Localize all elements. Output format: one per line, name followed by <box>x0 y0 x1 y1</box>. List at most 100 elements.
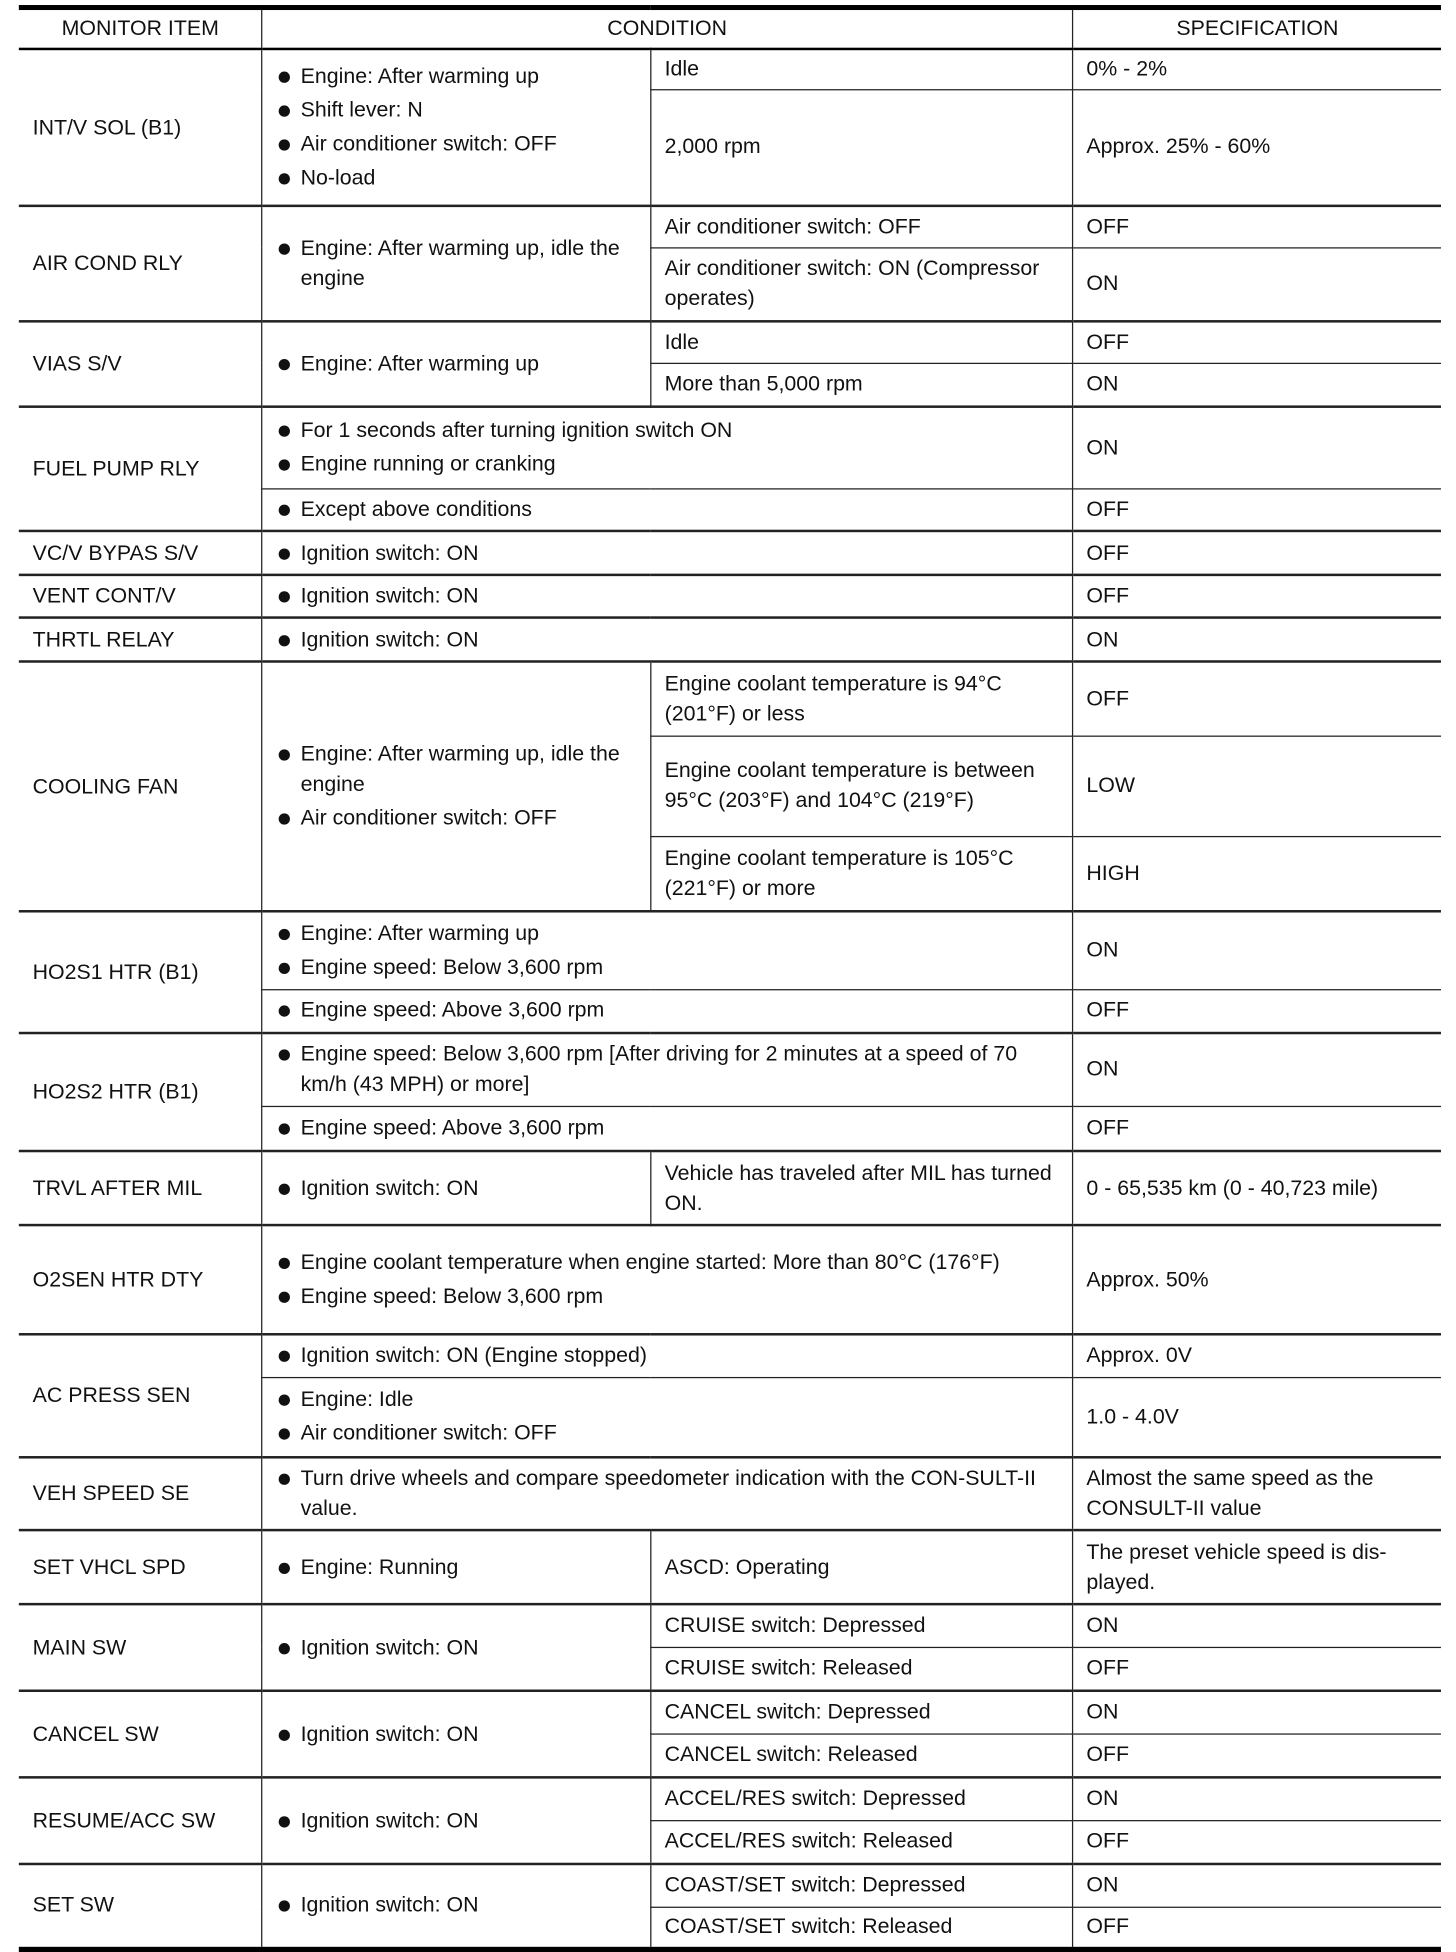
condition-bullet: Engine running or cranking <box>276 450 1059 480</box>
table-row: Engine speed: Above 3,600 rpm OFF <box>19 1105 1441 1152</box>
specification-value: OFF <box>1071 487 1441 532</box>
condition-cell: Engine coolant temperature when engine s… <box>260 1223 1073 1335</box>
table-row: COOLING FAN Engine: After warming up, idl… <box>18 660 1441 912</box>
condition-cell: Ignition switch: ON <box>260 1602 651 1692</box>
condition-bullet: Engine speed: Above 3,600 rpm <box>276 1113 1059 1143</box>
table-row: Engine coolant temperature is between 95… <box>19 734 1441 837</box>
condition-list: Ignition switch: ON <box>276 1719 637 1749</box>
condition-cell: Turn drive wheels and compare speedomete… <box>260 1456 1073 1531</box>
specification-value: OFF <box>1071 204 1441 248</box>
condition-bullet: Engine: Running <box>276 1552 637 1582</box>
monitor-item: VEH SPEED SE <box>18 1456 262 1531</box>
table-row: HO2S1 HTR (B1) Engine: After warming up En… <box>18 910 1441 1034</box>
monitor-item: AC PRESS SEN <box>18 1333 262 1458</box>
monitor-item: HO2S1 HTR (B1) <box>18 910 262 1034</box>
condition-cell: Engine: After warming up, idle the engin… <box>260 660 651 912</box>
monitor-item: INT/V SOL (B1) <box>18 47 262 207</box>
condition-cell: Engine: Idle Air conditioner switch: OFF <box>261 1376 1073 1458</box>
specification-value: ON <box>1071 1776 1441 1821</box>
monitor-item: SET VHCL SPD <box>18 1528 262 1605</box>
sub-condition: Idle <box>649 320 1073 364</box>
sub-condition: Engine coolant temperature is between 95… <box>650 734 1073 837</box>
header-specification: SPECIFICATION <box>1071 6 1441 51</box>
condition-list: Engine speed: Below 3,600 rpm [After dri… <box>276 1040 1059 1100</box>
specification-value: OFF <box>1071 1819 1441 1865</box>
monitor-item: THRTL RELAY <box>18 616 262 663</box>
condition-bullet: Ignition switch: ON <box>276 1632 637 1662</box>
monitor-item: CANCEL SW <box>18 1689 262 1778</box>
condition-bullet: Engine: After warming up, idle the engin… <box>276 233 637 293</box>
table-row: O2SEN HTR DTY Engine coolant temperature … <box>18 1223 1441 1335</box>
table-row: CANCEL SW Ignition switch: ON CANCEL switc… <box>18 1689 1441 1778</box>
condition-cell: Engine speed: Above 3,600 rpm <box>261 988 1073 1034</box>
table-row: CANCEL switch: Released OFF <box>19 1732 1441 1778</box>
table-row: VEH SPEED SE Turn drive wheels and compar… <box>18 1456 1441 1531</box>
condition-bullet: Engine coolant temperature when engine s… <box>276 1248 1059 1278</box>
header-condition: CONDITION <box>260 6 1073 51</box>
sub-condition: CRUISE switch: Depressed <box>649 1602 1073 1648</box>
specification-value: The preset vehicle speed is dis-played. <box>1071 1528 1441 1605</box>
condition-list: Ignition switch: ON <box>276 538 1059 568</box>
specification-value: 1.0 - 4.0V <box>1071 1376 1441 1458</box>
specification-value: Approx. 0V <box>1071 1333 1441 1378</box>
table-row: Engine coolant temperature is 105°C (221… <box>19 835 1441 912</box>
table-row: Engine: Idle Air conditioner switch: OFF 1… <box>19 1376 1441 1458</box>
condition-bullet: Except above conditions <box>276 494 1059 524</box>
condition-bullet: No-load <box>276 163 637 193</box>
specification-value: OFF <box>1071 1105 1441 1152</box>
condition-list: Turn drive wheels and compare speedomete… <box>276 1464 1059 1524</box>
condition-list: Ignition switch: ON <box>276 1632 637 1662</box>
header-row: MONITOR ITEM CONDITION SPECIFICATION <box>18 6 1441 51</box>
specification-value: ON <box>1071 1602 1441 1648</box>
table-row: Engine speed: Above 3,600 rpm OFF <box>19 988 1441 1034</box>
table-row: COAST/SET switch: Released OFF <box>19 1906 1441 1950</box>
condition-bullet: Ignition switch: ON <box>276 1891 637 1921</box>
table-row: RESUME/ACC SW Ignition switch: ON ACCEL/RE… <box>18 1776 1441 1865</box>
sub-condition: COAST/SET switch: Released <box>650 1906 1073 1950</box>
specification-value: ON <box>1071 910 1441 990</box>
condition-cell: Ignition switch: ON <box>260 573 1073 619</box>
monitor-item: HO2S2 HTR (B1) <box>18 1031 262 1152</box>
sub-condition: ASCD: Operating <box>649 1528 1073 1605</box>
specification-value: LOW <box>1071 734 1441 837</box>
monitor-item: MAIN SW <box>18 1602 262 1692</box>
monitor-item: VENT CONT/V <box>18 573 262 619</box>
condition-cell: Except above conditions <box>261 487 1073 532</box>
condition-list: Engine speed: Above 3,600 rpm <box>276 996 1059 1026</box>
table-row: VC/V BYPAS S/V Ignition switch: ON OFF <box>18 529 1441 576</box>
condition-list: Engine: After warming up <box>276 349 637 379</box>
specification-value: 0 - 65,535 km (0 - 40,723 mile) <box>1071 1149 1441 1226</box>
condition-cell: Engine: After warming up Shift lever: N Ai… <box>260 47 651 207</box>
condition-bullet: Engine speed: Below 3,600 rpm <box>276 1282 1059 1312</box>
table-row: SET SW Ignition switch: ON COAST/SET switc… <box>18 1862 1441 1950</box>
condition-cell: For 1 seconds after turning ignition swi… <box>260 405 1073 489</box>
specification-value: OFF <box>1071 1646 1441 1692</box>
specification-value: OFF <box>1071 320 1441 364</box>
table-row: VENT CONT/V Ignition switch: ON OFF <box>18 573 1441 619</box>
condition-bullet: Engine: Idle <box>276 1385 1059 1415</box>
condition-bullet: Shift lever: N <box>276 95 637 125</box>
specification-value: Almost the same speed as the CONSULT-II … <box>1071 1456 1441 1531</box>
condition-bullet: Ignition switch: ON <box>276 538 1059 568</box>
condition-bullet: Ignition switch: ON <box>276 1806 637 1836</box>
specification-value: ON <box>1071 1031 1441 1107</box>
condition-bullet: Engine: After warming up, idle the engin… <box>276 739 637 799</box>
condition-list: Ignition switch: ON (Engine stopped) <box>276 1341 1059 1371</box>
specification-value: OFF <box>1071 660 1441 737</box>
header-monitor-item: MONITOR ITEM <box>18 6 262 51</box>
condition-list: Ignition switch: ON <box>276 1806 637 1836</box>
monitor-item: FUEL PUMP RLY <box>18 405 262 532</box>
condition-cell: Ignition switch: ON <box>260 1149 651 1226</box>
condition-bullet: For 1 seconds after turning ignition swi… <box>276 416 1059 446</box>
condition-cell: Ignition switch: ON <box>260 616 1073 663</box>
sub-condition: ACCEL/RES switch: Depressed <box>649 1776 1073 1821</box>
condition-bullet: Ignition switch: ON <box>276 1173 637 1203</box>
table-row: 2,000 rpm Approx. 25% - 60% <box>19 88 1441 207</box>
sub-condition: More than 5,000 rpm <box>650 362 1073 408</box>
table-row: THRTL RELAY Ignition switch: ON ON <box>18 616 1441 663</box>
condition-list: Engine speed: Above 3,600 rpm <box>276 1113 1059 1143</box>
table-row: MAIN SW Ignition switch: ON CRUISE switch:… <box>18 1602 1441 1692</box>
condition-cell: Ignition switch: ON <box>260 1862 651 1950</box>
sub-condition: CANCEL switch: Released <box>650 1732 1073 1778</box>
monitor-item: SET SW <box>18 1862 262 1950</box>
